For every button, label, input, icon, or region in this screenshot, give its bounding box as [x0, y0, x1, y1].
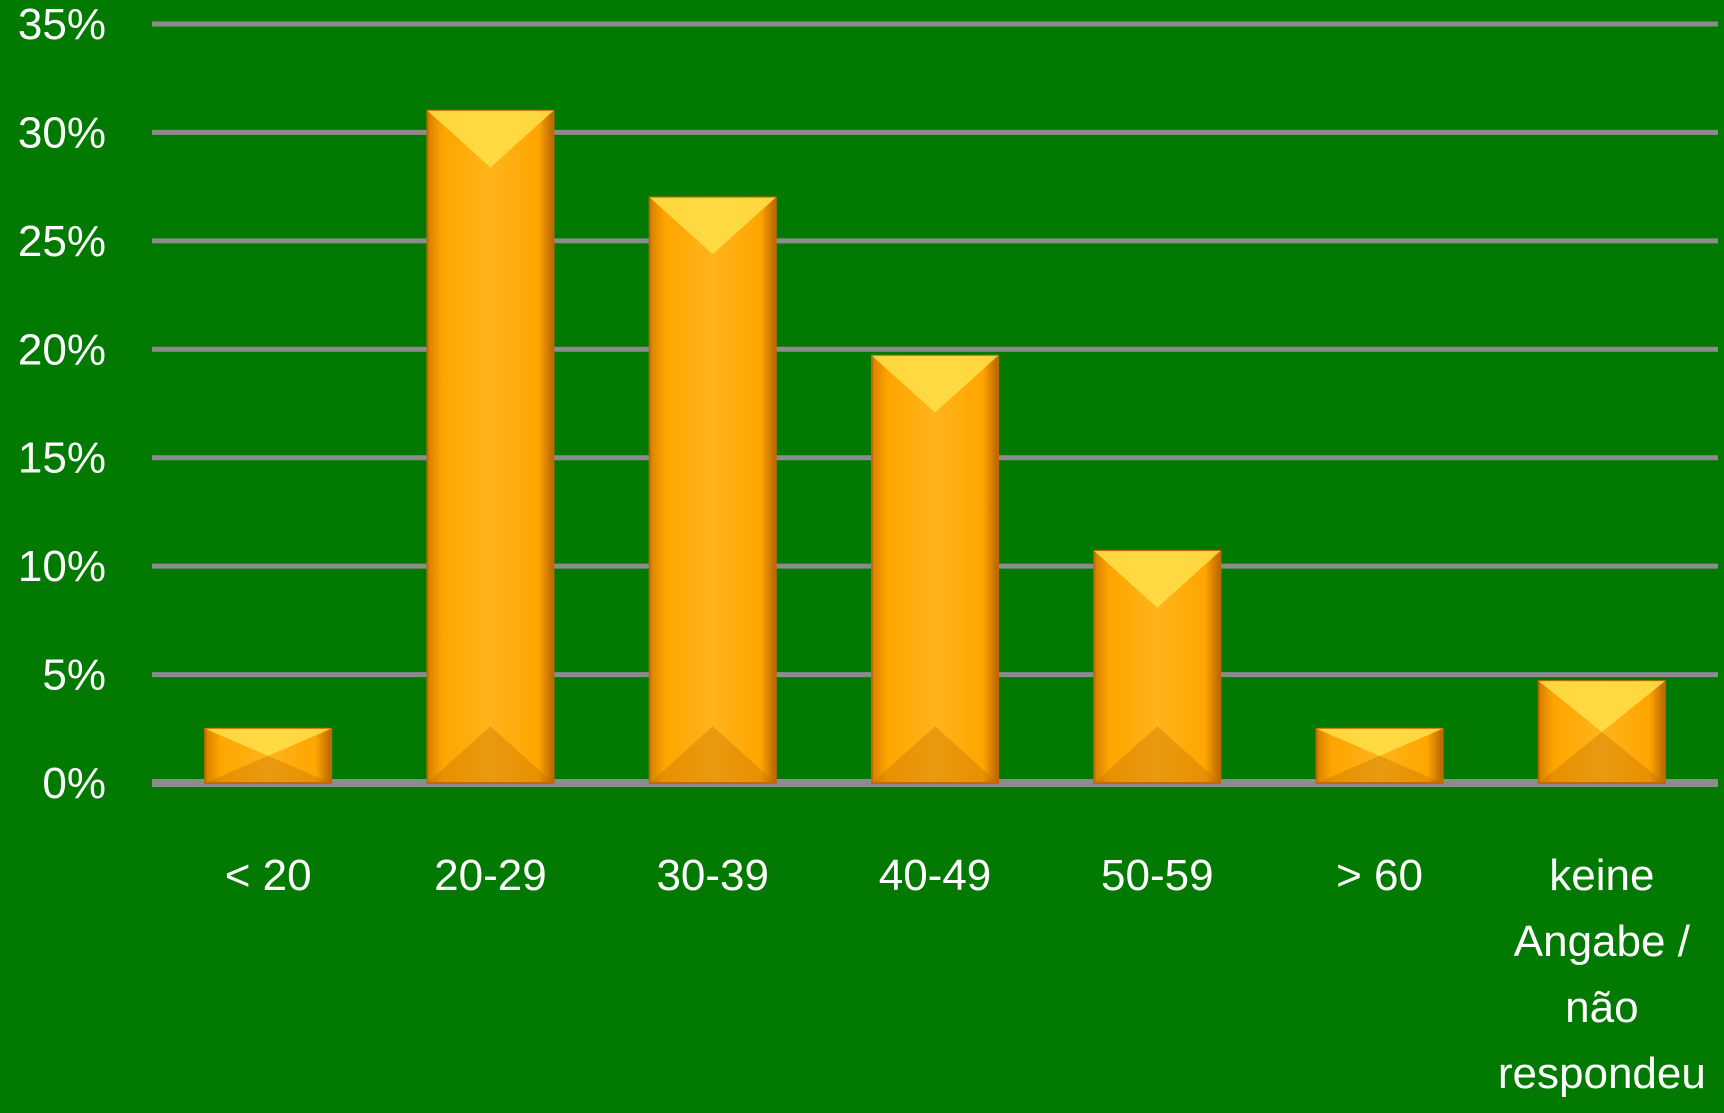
bar [648, 196, 777, 784]
x-category-label: 20-29 [434, 851, 547, 900]
bar-top-bevel [205, 728, 332, 756]
x-category-label-line: 30-39 [656, 851, 769, 900]
bar [426, 109, 555, 784]
bar-body [871, 354, 999, 784]
bar-top-bevel [872, 355, 998, 413]
x-category-label-line: Angabe / [1514, 917, 1691, 966]
x-category-label-line: 40-49 [879, 851, 992, 900]
bar-top-bevel [1094, 550, 1221, 608]
bar-bottom-bevel [1316, 755, 1443, 783]
y-tick-label: 20% [18, 325, 106, 374]
x-category-label: 50-59 [1101, 851, 1214, 900]
x-category-label: 40-49 [879, 851, 992, 900]
x-category-label: < 20 [225, 851, 312, 900]
y-tick-label: 5% [42, 651, 106, 700]
bar-bottom-bevel [1094, 726, 1221, 783]
y-tick-label: 10% [18, 542, 106, 591]
y-tick-label: 15% [18, 434, 106, 483]
x-category-label-line: keine [1549, 851, 1654, 900]
bar-top-bevel [427, 110, 554, 168]
gridlines [152, 21, 1718, 787]
x-category-label: > 60 [1336, 851, 1423, 900]
y-tick-label: 0% [42, 759, 106, 808]
x-category-label-line: < 20 [225, 851, 312, 900]
bar-bottom-bevel [649, 726, 776, 783]
x-axis-category-labels: < 20 20-29 30-39 40-49 50-59 > 60 keine Angabe … [225, 851, 1706, 1098]
bar-bottom-bevel [205, 755, 332, 783]
y-tick-label: 35% [18, 0, 106, 49]
y-tick-label: 25% [18, 217, 106, 266]
x-category-label: keine Angabe / não respondeu [1498, 851, 1706, 1098]
bar-bottom-bevel [872, 726, 998, 783]
bar-top-bevel [1538, 681, 1665, 733]
bar [1537, 680, 1666, 785]
x-category-label-line: > 60 [1336, 851, 1423, 900]
bar [871, 354, 999, 784]
bar-top-bevel [1316, 728, 1443, 756]
bar [1315, 727, 1444, 784]
y-axis-tick-labels: 0% 5% 10% 15% 20% 25% 30% 35% [18, 0, 106, 808]
y-tick-label: 30% [18, 108, 106, 157]
bar [1093, 549, 1222, 784]
bar [204, 727, 333, 784]
bar-bottom-bevel [427, 726, 554, 783]
bars [204, 109, 1666, 785]
x-category-label-line: 50-59 [1101, 851, 1214, 900]
x-category-label: 30-39 [656, 851, 769, 900]
x-category-label-line: 20-29 [434, 851, 547, 900]
x-category-label-line: não [1565, 983, 1638, 1032]
x-category-label-line: respondeu [1498, 1049, 1706, 1098]
bar-top-bevel [649, 197, 776, 255]
bar-body [426, 109, 555, 784]
bar-bottom-bevel [1538, 732, 1665, 783]
bar-body [648, 196, 777, 784]
